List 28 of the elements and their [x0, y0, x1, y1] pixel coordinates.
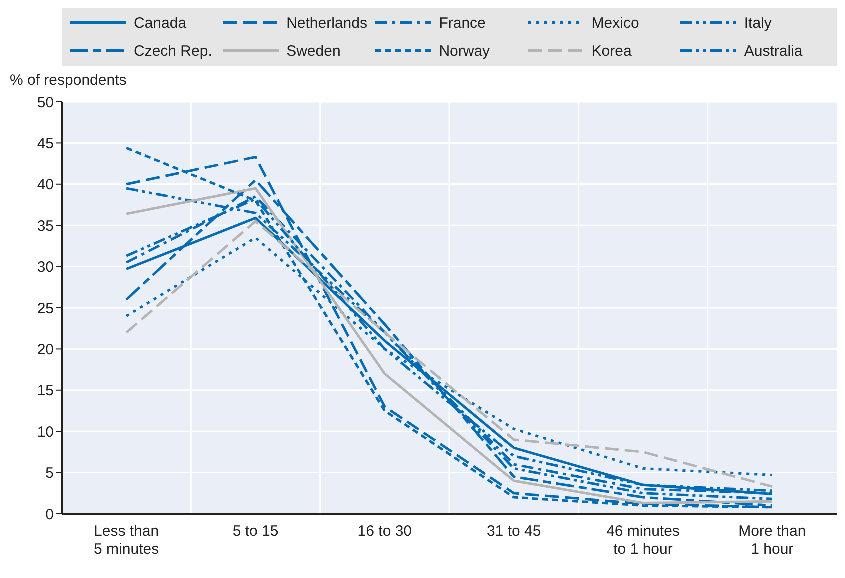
- x-tick-label: 31 to 45: [486, 523, 542, 540]
- x-tick-label: 46 minutes to 1 hour: [606, 523, 680, 558]
- legend-label: Korea: [592, 42, 632, 60]
- y-tick-label: 40: [37, 176, 54, 194]
- legend-label: Norway: [439, 42, 490, 60]
- y-tick-label: 15: [37, 382, 54, 400]
- y-tick-label: 45: [37, 136, 54, 153]
- x-tick-label: Less than 5 minutes: [94, 523, 160, 558]
- y-tick-label: 50: [37, 94, 54, 112]
- y-tick-label: 10: [37, 424, 54, 441]
- y-tick-label: 25: [37, 300, 54, 318]
- y-tick-label: 5: [46, 465, 54, 482]
- legend-label: Canada: [134, 14, 187, 32]
- y-axis-title: % of respondents: [10, 72, 128, 90]
- legend-label: Italy: [744, 14, 772, 32]
- x-tick-label: 5 to 15: [232, 523, 279, 540]
- legend-label: Sweden: [286, 42, 341, 60]
- legend-label: Czech Rep.: [134, 42, 212, 60]
- x-tick-label: More than 1 hour: [738, 523, 806, 558]
- legend-label: France: [439, 14, 486, 32]
- y-tick-label: 0: [46, 506, 54, 524]
- legend-label: Mexico: [592, 14, 640, 32]
- legend-label: Netherlands: [286, 14, 368, 32]
- y-tick-label: 35: [37, 218, 54, 235]
- y-tick-label: 30: [37, 259, 54, 276]
- x-tick-label: 16 to 30: [358, 523, 412, 540]
- legend-label: Australia: [744, 42, 803, 60]
- y-tick-label: 20: [37, 342, 54, 359]
